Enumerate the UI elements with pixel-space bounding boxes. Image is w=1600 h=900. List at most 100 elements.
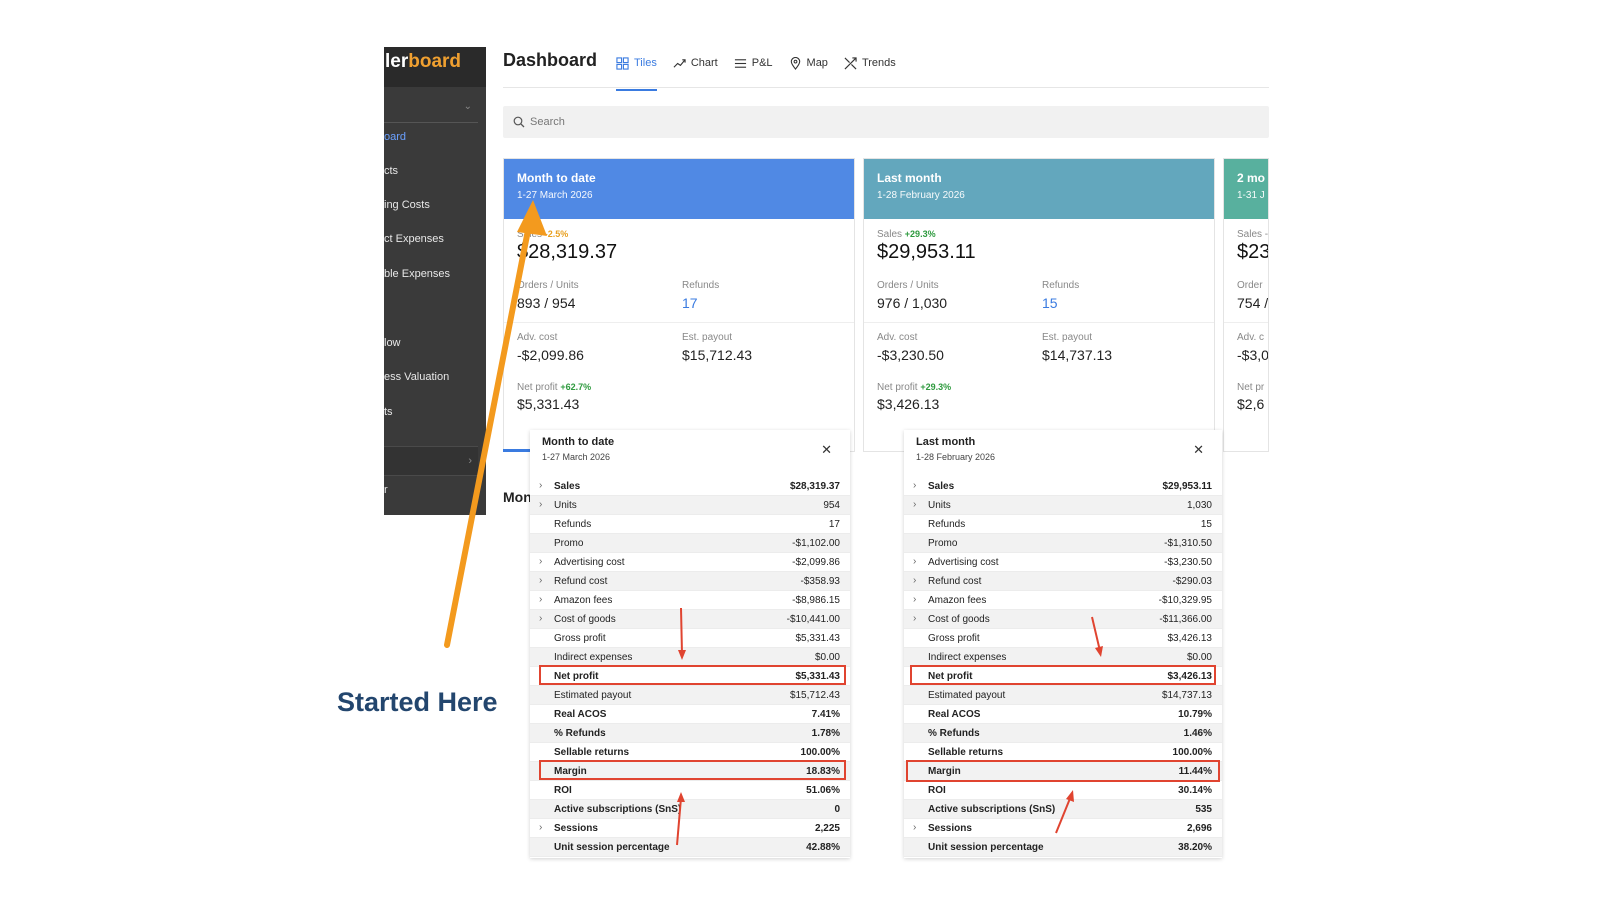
row-value: $29,953.11	[1162, 481, 1213, 492]
table-row[interactable]: › Units 1,030	[904, 496, 1222, 515]
orders-value: 976 / 1,030	[877, 295, 948, 311]
sales-label: Sales	[877, 229, 903, 240]
table-row: % Refunds 1.78%	[530, 724, 850, 743]
divider	[864, 322, 1214, 323]
est-payout-value: $14,737.13	[1042, 347, 1113, 363]
table-row[interactable]: › Sales $28,319.37	[530, 477, 850, 496]
search-input[interactable]	[530, 116, 1230, 128]
sidebar-item-user[interactable]: r	[384, 484, 388, 496]
sales-value: $28,319.37	[517, 241, 618, 263]
section-title: Mon	[503, 489, 532, 505]
close-icon[interactable]: ✕	[1193, 442, 1204, 457]
panel-period: 1-28 February 2026	[916, 452, 996, 462]
close-icon[interactable]: ✕	[821, 442, 832, 457]
refunds-value[interactable]: 15	[1042, 295, 1058, 311]
orders-label: Orders / Units	[877, 280, 939, 291]
sidebar-item-operating-costs[interactable]: ing Costs	[384, 199, 430, 211]
tab-map[interactable]: Map	[789, 52, 828, 74]
search-bar[interactable]	[503, 106, 1269, 138]
row-label: Active subscriptions (SnS)	[928, 804, 1056, 815]
chevron-right-icon[interactable]: ›	[913, 822, 917, 833]
tab-label: Trends	[861, 57, 896, 69]
table-row[interactable]: › Cost of goods -$11,366.00	[904, 610, 1222, 629]
chevron-right-icon[interactable]: ›	[539, 822, 543, 833]
tab-pnl[interactable]: P&L	[734, 52, 773, 74]
row-label: ROI	[554, 785, 572, 796]
table-row[interactable]: › Refund cost -$290.03	[904, 572, 1222, 591]
table-row: Refunds 15	[904, 515, 1222, 534]
net-profit-change: +62.7%	[560, 382, 592, 392]
sidebar-item-business-valuation[interactable]: ess Valuation	[384, 371, 450, 383]
tab-label: Map	[806, 57, 828, 69]
tab-chart[interactable]: Chart	[673, 52, 718, 74]
chevron-right-icon[interactable]: ›	[539, 594, 543, 605]
sidebar-item-dashboard[interactable]: oard	[384, 131, 407, 143]
chevron-right-icon[interactable]: ›	[539, 556, 543, 567]
sidebar-item-direct-expenses[interactable]: ct Expenses	[384, 233, 444, 245]
row-value: 1,030	[1186, 500, 1212, 511]
app-logo[interactable]: lerboard	[384, 47, 486, 87]
tile-month-to-date[interactable]: Month to date 1-27 March 2026 Sales -2.5…	[503, 158, 855, 452]
sidebar-item-cashflow[interactable]: low	[384, 337, 401, 349]
chevron-right-icon[interactable]: ›	[539, 480, 543, 491]
sidebar-item-reports[interactable]: ts	[384, 406, 393, 418]
tile-header: Month to date 1-27 March 2026	[504, 159, 854, 219]
net-profit-change: +29.3%	[920, 382, 952, 392]
row-value: -$2,099.86	[792, 557, 840, 568]
table-row: Net profit $5,331.43	[530, 667, 850, 686]
net-profit-label-row: Net profit +29.3%	[877, 382, 951, 393]
sidebar-item-variable-expenses[interactable]: ble Expenses	[384, 268, 451, 280]
table-row[interactable]: › Sales $29,953.11	[904, 477, 1222, 496]
account-selector[interactable]: ⌄	[384, 95, 478, 123]
sales-value: $29,953.11	[877, 241, 976, 263]
table-row[interactable]: › Advertising cost -$3,230.50	[904, 553, 1222, 572]
logo-brand: board	[408, 51, 462, 72]
row-value: 18.83%	[806, 766, 840, 777]
sales-label: Sales	[517, 229, 543, 240]
chevron-right-icon[interactable]: ›	[913, 556, 917, 567]
list-icon	[734, 58, 746, 68]
chevron-right-icon[interactable]: ›	[913, 594, 917, 605]
refunds-value[interactable]: 17	[682, 295, 698, 311]
panel-rows: › Sales $29,953.11 › Units 1,030 Refunds 15 Prom…	[904, 477, 1222, 857]
table-row[interactable]: › Amazon fees -$10,329.95	[904, 591, 1222, 610]
row-label: Margin	[928, 766, 961, 777]
tab-tiles[interactable]: Tiles	[616, 52, 657, 91]
row-label: Sessions	[554, 823, 598, 834]
table-row: Active subscriptions (SnS) 535	[904, 800, 1222, 819]
chevron-right-icon[interactable]: ›	[913, 575, 917, 586]
table-row: Refunds 17	[530, 515, 850, 534]
table-row[interactable]: › Cost of goods -$10,441.00	[530, 610, 850, 629]
table-row[interactable]: › Advertising cost -$2,099.86	[530, 553, 850, 572]
tile-last-month[interactable]: Last month 1-28 February 2026 Sales +29.…	[863, 158, 1215, 452]
chevron-right-icon[interactable]: ›	[539, 575, 543, 586]
sales-label: Sales -	[1237, 229, 1269, 240]
table-row[interactable]: › Sessions 2,696	[904, 819, 1222, 838]
row-label: Units	[928, 500, 951, 511]
table-row: ROI 51.06%	[530, 781, 850, 800]
chevron-right-icon[interactable]: ›	[539, 499, 543, 510]
table-row[interactable]: › Units 954	[530, 496, 850, 515]
orders-label: Orders / Units	[517, 280, 579, 291]
row-value: 1.78%	[811, 728, 840, 739]
chevron-right-icon[interactable]: ›	[539, 613, 543, 624]
table-row[interactable]: › Amazon fees -$8,986.15	[530, 591, 850, 610]
row-value: 954	[823, 500, 840, 511]
tab-indicator	[503, 449, 533, 452]
chevron-right-icon[interactable]: ›	[913, 613, 917, 624]
row-label: ROI	[928, 785, 946, 796]
sidebar-item-products[interactable]: cts	[384, 165, 399, 177]
row-label: Amazon fees	[554, 595, 613, 606]
table-row: Net profit $3,426.13	[904, 667, 1222, 686]
divider	[504, 322, 854, 323]
row-value: 0	[834, 804, 840, 815]
table-row[interactable]: › Refund cost -$358.93	[530, 572, 850, 591]
chevron-right-icon[interactable]: ›	[913, 499, 917, 510]
sidebar-expand[interactable]: ›	[384, 446, 478, 476]
table-row[interactable]: › Sessions 2,225	[530, 819, 850, 838]
chevron-right-icon[interactable]: ›	[913, 480, 917, 491]
tab-trends[interactable]: Trends	[844, 52, 896, 74]
tile-two-months-ago[interactable]: 2 mo 1-31 J Sales - $23 Order 754 / Adv.…	[1223, 158, 1269, 452]
table-row: Gross profit $3,426.13	[904, 629, 1222, 648]
row-value: 30.14%	[1178, 785, 1212, 796]
